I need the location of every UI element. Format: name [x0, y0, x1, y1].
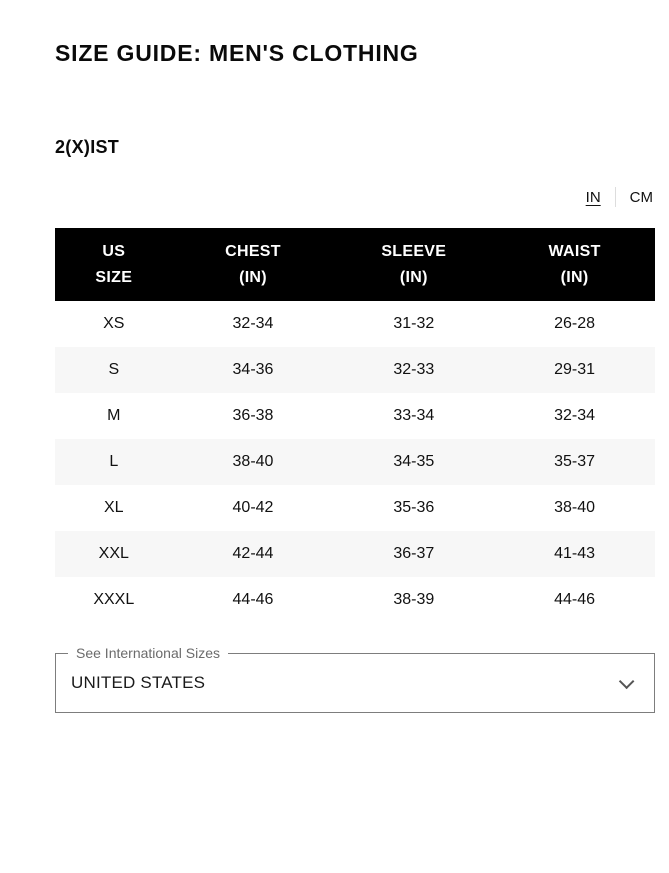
size-label-cell: M [107, 407, 121, 424]
table-row: L 38-40 34-35 35-37 [55, 439, 655, 485]
unit-option-cm[interactable]: CM [629, 188, 653, 206]
measurement-cell: 29-31 [554, 361, 596, 378]
selected-country-value: UNITED STATES [71, 673, 206, 692]
international-sizes-select[interactable]: See International Sizes UNITED STATES [55, 645, 655, 713]
measurement-cell: 36-37 [393, 545, 435, 562]
measurement-cell: 36-38 [232, 407, 274, 424]
header-cell: CHEST (IN) [172, 228, 334, 301]
size-label-cell: XL [104, 499, 124, 516]
size-label-cell: XS [103, 315, 125, 332]
measurement-cell: 38-39 [393, 591, 435, 608]
measurement-cell: 31-32 [393, 315, 435, 332]
measurement-cell: 26-28 [554, 315, 596, 332]
table-header-row: US SIZE CHEST (IN) SLEEVE (IN) WAIST (IN) [55, 228, 655, 301]
measurement-cell: 44-46 [232, 591, 274, 608]
measurement-cell: 38-40 [554, 499, 596, 516]
table-row: M 36-38 33-34 32-34 [55, 393, 655, 439]
table-row: XXXL 44-46 38-39 44-46 [55, 577, 655, 623]
measurement-cell: 32-34 [232, 315, 274, 332]
size-label-cell: S [108, 361, 120, 378]
measurement-cell: 35-37 [554, 453, 596, 470]
international-sizes-select-row[interactable]: UNITED STATES [56, 663, 654, 703]
page-title: SIZE GUIDE: MEN'S CLOTHING [55, 40, 419, 66]
measurement-cell: 34-36 [232, 361, 274, 378]
brand-name: 2(X)IST [55, 137, 120, 157]
header-cell: WAIST (IN) [494, 228, 655, 301]
header-cell: US SIZE [55, 228, 173, 301]
table-row: S 34-36 32-33 29-31 [55, 347, 655, 393]
measurement-cell: 32-34 [554, 407, 596, 424]
measurement-cell: 42-44 [232, 545, 274, 562]
size-table-header: US SIZE CHEST (IN) SLEEVE (IN) WAIST (IN) [55, 228, 655, 301]
table-row: XL 40-42 35-36 38-40 [55, 485, 655, 531]
measurement-cell: 41-43 [554, 545, 596, 562]
unit-option-in[interactable]: IN [585, 188, 601, 206]
chevron-down-icon [618, 673, 635, 689]
measurement-cell: 33-34 [393, 407, 435, 424]
measurement-cell: 38-40 [232, 453, 274, 470]
size-table: US SIZE CHEST (IN) SLEEVE (IN) WAIST (IN) XS 32-… [55, 228, 655, 623]
size-label-cell: XXL [98, 545, 129, 562]
measurement-cell: 35-36 [393, 499, 435, 516]
size-table-body: XS 32-34 31-32 26-28 S 34-36 32-33 29-31 M 36-38 3… [55, 301, 655, 623]
size-label-cell: L [109, 453, 119, 470]
measurement-cell: 34-35 [393, 453, 435, 470]
measurement-cell: 44-46 [554, 591, 596, 608]
unit-toggle: IN CM [55, 186, 655, 208]
measurement-cell: 40-42 [232, 499, 274, 516]
size-guide-page: SIZE GUIDE: MEN'S CLOTHING 2(X)IST IN CM… [55, 0, 655, 713]
unit-divider [614, 187, 616, 207]
international-sizes-label: See International Sizes [76, 645, 220, 661]
size-label-cell: XXXL [93, 591, 135, 608]
table-row: XXL 42-44 36-37 41-43 [55, 531, 655, 577]
measurement-cell: 32-33 [393, 361, 435, 378]
table-row: XS 32-34 31-32 26-28 [55, 301, 655, 347]
header-cell: SLEEVE (IN) [333, 228, 495, 301]
